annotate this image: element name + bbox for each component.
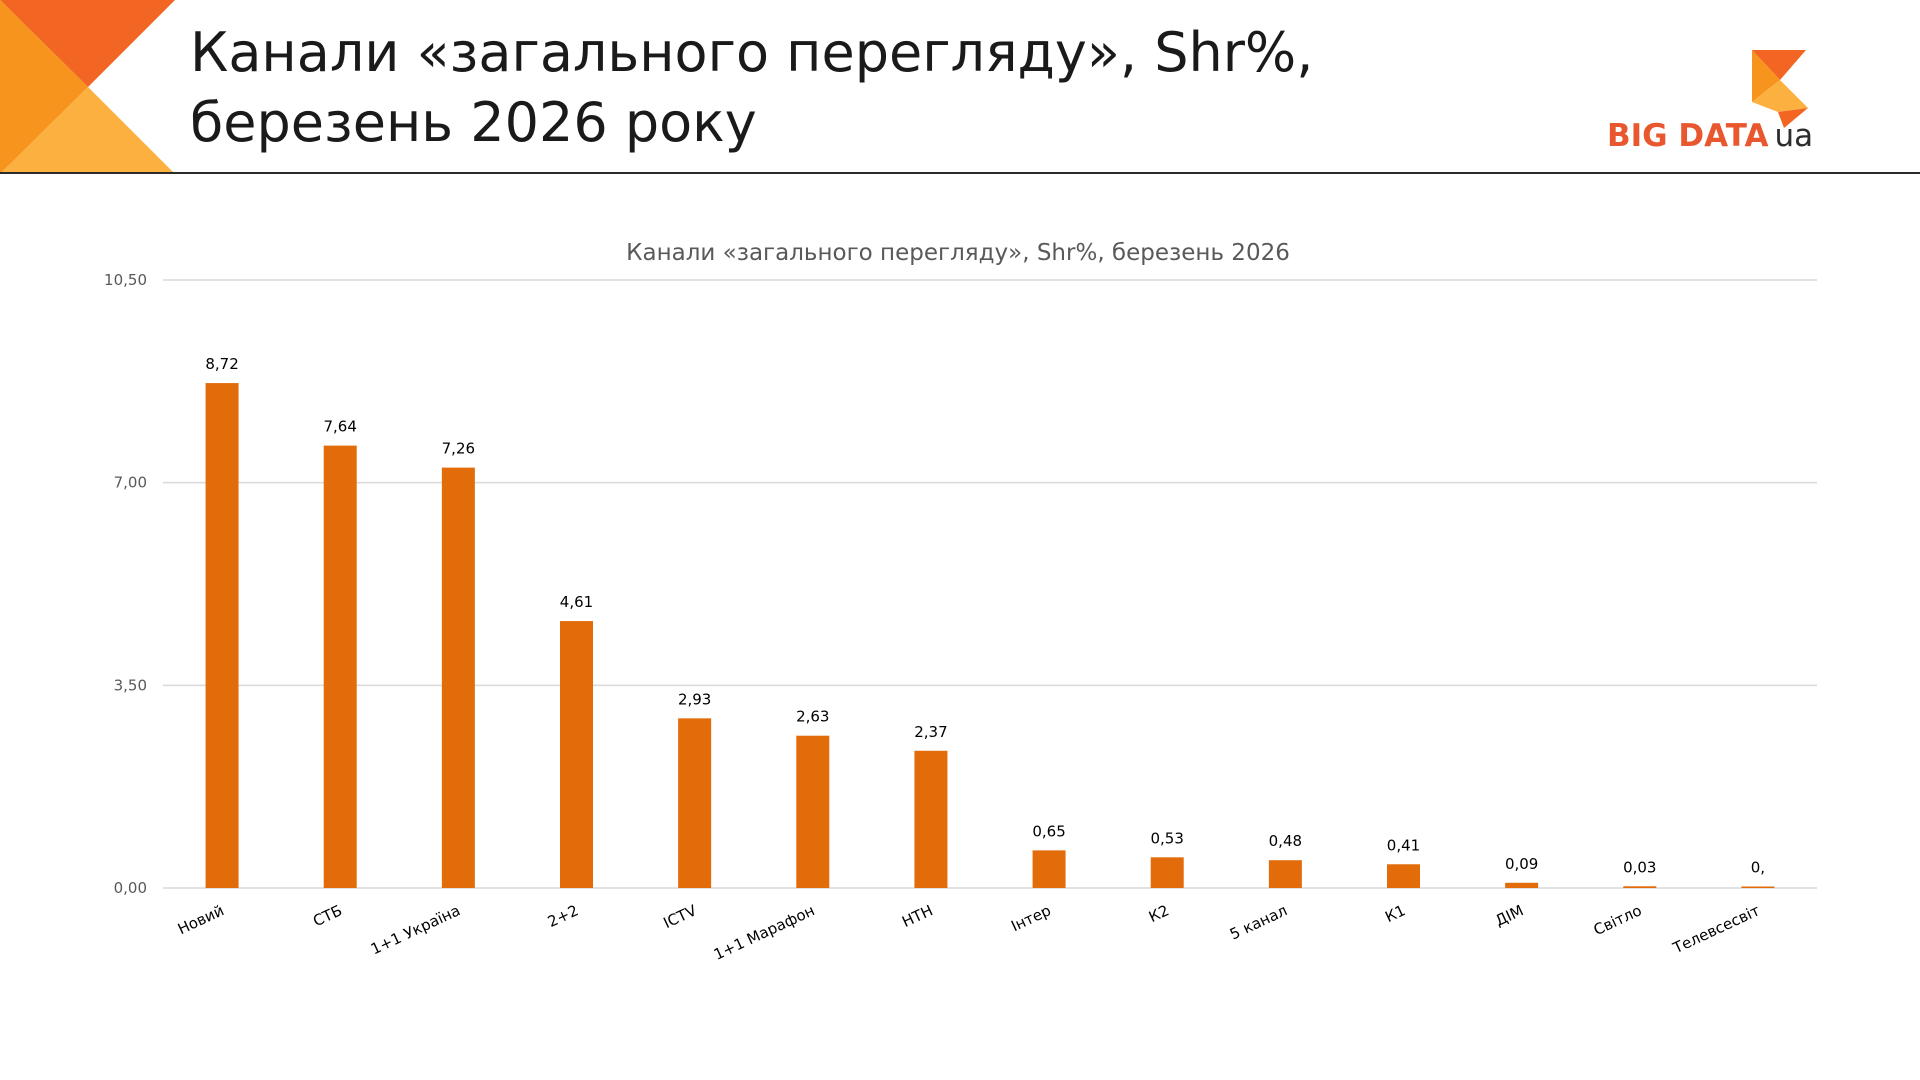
data-label: 2,63	[796, 708, 829, 726]
x-axis-ticks: Новий СТБ 1+1 Україна 2+2 ICTV 1+1 Марафон НТН…	[175, 901, 1763, 964]
bar	[441, 467, 475, 888]
slide-title: Канали «загального перегляду», Shr%, бер…	[190, 18, 1313, 158]
bars	[205, 383, 1775, 888]
x-tick-label: Телевсесвіт	[1669, 901, 1763, 957]
bar	[1741, 886, 1775, 888]
data-label: 2,37	[914, 723, 947, 741]
data-label: 0,09	[1505, 855, 1538, 873]
logo-mark-icon	[1752, 50, 1808, 128]
chart-title: Канали «загального перегляду», Shr%, бер…	[626, 240, 1290, 266]
data-label: 7,64	[324, 418, 357, 436]
data-label: 2,93	[678, 690, 711, 708]
x-tick-label: ДІМ	[1492, 901, 1526, 930]
logo-suffix: ua	[1774, 118, 1814, 154]
logo-brand: BIG DATA	[1607, 118, 1769, 154]
x-tick-label: НТН	[899, 901, 935, 931]
x-tick-label: К1	[1382, 901, 1408, 926]
bar	[323, 445, 357, 888]
data-label: 7,26	[442, 440, 475, 458]
y-tick-label: 10,50	[104, 271, 147, 289]
x-tick-label: 1+1 Марафон	[711, 901, 817, 963]
data-label: 0,03	[1623, 858, 1656, 876]
corner-decoration	[0, 0, 175, 174]
data-label: 0,65	[1032, 822, 1065, 840]
x-tick-label: 2+2	[545, 901, 581, 931]
y-tick-label: 7,00	[114, 474, 147, 492]
big-data-ua-logo: BIG DATA ua	[1600, 46, 1840, 162]
bar	[1032, 850, 1066, 888]
data-labels: 8,72 7,64 7,26 4,61 2,93 2,63 2,37 0,65 0,53 0,48…	[205, 355, 1765, 876]
bar	[914, 750, 948, 888]
grid-lines	[163, 279, 1817, 889]
x-tick-label: Новий	[175, 901, 227, 938]
y-axis-ticks: 0,00 3,50 7,00 10,50	[104, 271, 147, 897]
chart-area: Канали «загального перегляду», Shr%, бер…	[0, 220, 1920, 1000]
y-tick-label: 3,50	[114, 676, 147, 694]
x-tick-label: 5 канал	[1227, 901, 1290, 943]
bar	[1623, 886, 1657, 888]
logo-text: BIG DATA ua	[1607, 118, 1813, 154]
x-tick-label: ICTV	[661, 901, 700, 932]
data-label: 0,53	[1151, 829, 1184, 847]
x-tick-label: К2	[1146, 901, 1172, 926]
x-tick-label: СТБ	[310, 901, 345, 930]
bar	[1387, 864, 1420, 888]
data-label: 0,41	[1387, 836, 1420, 854]
bar	[1150, 857, 1184, 888]
data-label: 0,	[1751, 859, 1765, 877]
data-label: 4,61	[560, 593, 593, 611]
x-tick-label: 1+1 Україна	[368, 901, 463, 958]
bar	[205, 383, 239, 888]
slide-title-line-2: березень 2026 року	[190, 91, 757, 154]
data-label: 8,72	[205, 355, 238, 373]
bar	[560, 621, 593, 888]
bar	[796, 735, 830, 888]
x-tick-label: Інтер	[1008, 901, 1053, 935]
y-tick-label: 0,00	[114, 879, 147, 897]
header-divider	[0, 172, 1920, 174]
x-tick-label: Світло	[1591, 901, 1645, 939]
bar	[1505, 882, 1539, 888]
bar	[678, 718, 712, 888]
bar-chart: Канали «загального перегляду», Shr%, бер…	[104, 240, 1817, 964]
bar	[1268, 860, 1302, 888]
data-label: 0,48	[1269, 832, 1302, 850]
slide-title-line-1: Канали «загального перегляду», Shr%,	[190, 21, 1314, 84]
